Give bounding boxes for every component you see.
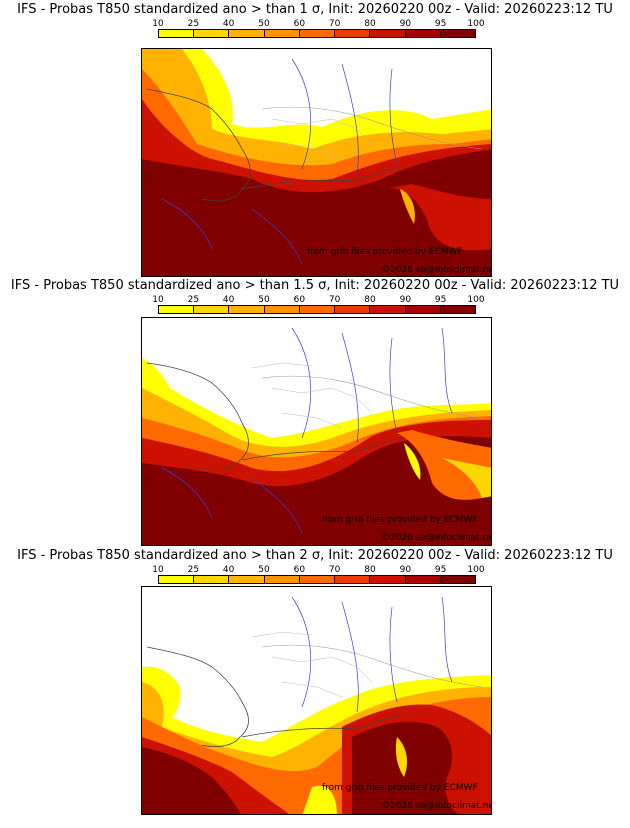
colorbar-swatch: [264, 30, 300, 37]
panel-2: IFS - Probas T850 standardized ano > tha…: [0, 276, 630, 552]
colorbar-tick-label: 40: [222, 295, 235, 305]
colorbar-tick-label: 10: [152, 295, 164, 305]
colorbar-tick-label: 90: [399, 19, 412, 29]
colorbar-swatch: [264, 576, 300, 583]
colorbar-tick-label: 25: [187, 19, 200, 29]
colorbar-swatch: [335, 576, 371, 583]
colorbar-tick-label: 10: [152, 565, 164, 575]
probability-map: from grib files provided by ECMWF ©2026 …: [141, 586, 492, 815]
colorbar: [158, 575, 476, 584]
colorbar-swatch: [299, 30, 336, 37]
colorbar-tick-label: 25: [187, 295, 200, 305]
colorbar-tick-label: 60: [293, 565, 306, 575]
colorbar-tick-label: 70: [328, 19, 341, 29]
colorbar-swatch: [440, 576, 475, 583]
colorbar-tick-label: 60: [293, 19, 306, 29]
colorbar-swatch: [229, 576, 265, 583]
colorbar-swatch: [370, 576, 406, 583]
probability-map: from grib files provided by ECMWF ©2026 …: [141, 317, 492, 546]
colorbar-swatch: [194, 306, 230, 313]
colorbar-tick-label: 95: [434, 19, 447, 29]
colorbar-swatch: [440, 306, 475, 313]
colorbar-swatch: [264, 306, 300, 313]
colorbar-swatch: [194, 30, 230, 37]
colorbar-tick-label: 100: [467, 295, 485, 305]
credit-copyright: ©2026 sb@infoclimat.net: [381, 533, 492, 543]
colorbar-tick-label: 40: [222, 565, 235, 575]
colorbar-tick-label: 60: [293, 295, 306, 305]
credit-copyright: ©2026 sb@infoclimat.net: [381, 265, 492, 275]
colorbar-labels: 10 25 40 50 60 70 80 90 95 100: [152, 565, 484, 575]
colorbar-swatch: [229, 306, 265, 313]
colorbar-tick-label: 90: [399, 565, 412, 575]
credit-source: from grib files provided by ECMWF: [322, 783, 478, 793]
colorbar-tick-label: 80: [364, 295, 376, 305]
colorbar-tick-label: 95: [434, 565, 447, 575]
colorbar-swatch: [299, 306, 336, 313]
colorbar-tick-label: 100: [467, 19, 485, 29]
colorbar: [158, 305, 476, 314]
colorbar-swatch: [159, 306, 195, 313]
panel-1: IFS - Probas T850 standardized ano > tha…: [0, 0, 630, 277]
colorbar-tick-label: 40: [222, 19, 235, 29]
colorbar-tick-label: 50: [258, 19, 270, 29]
colorbar-tick-label: 80: [364, 19, 376, 29]
probability-map: from grib files provided by ECMWF ©2026 …: [141, 48, 492, 277]
colorbar-swatch: [335, 306, 371, 313]
panel-3: IFS - Probas T850 standardized ano > tha…: [0, 546, 630, 822]
panel-title: IFS - Probas T850 standardized ano > tha…: [17, 548, 613, 563]
colorbar-tick-label: 25: [187, 565, 200, 575]
colorbar-swatch: [370, 30, 406, 37]
colorbar-tick-label: 50: [258, 565, 270, 575]
colorbar-swatch: [370, 306, 406, 313]
credit-source: from grib files provided by ECMWF: [307, 247, 463, 257]
colorbar-swatch: [299, 576, 336, 583]
colorbar-swatch: [405, 30, 441, 37]
colorbar-tick-label: 90: [399, 295, 412, 305]
colorbar-swatch: [194, 576, 230, 583]
colorbar-tick-label: 95: [434, 295, 447, 305]
panel-title: IFS - Probas T850 standardized ano > tha…: [17, 2, 613, 17]
colorbar-tick-label: 100: [467, 565, 485, 575]
colorbar-swatch: [159, 30, 195, 37]
colorbar-swatch: [405, 306, 441, 313]
colorbar-labels: 10 25 40 50 60 70 80 90 95 100: [152, 19, 484, 29]
colorbar-tick-label: 80: [364, 565, 376, 575]
colorbar-swatch: [440, 30, 475, 37]
colorbar-swatch: [159, 576, 195, 583]
colorbar-tick-label: 70: [328, 565, 341, 575]
colorbar-labels: 10 25 40 50 60 70 80 90 95 100: [152, 295, 484, 305]
colorbar-tick-label: 70: [328, 295, 341, 305]
colorbar-tick-label: 10: [152, 19, 164, 29]
colorbar-swatch: [229, 30, 265, 37]
colorbar: [158, 29, 476, 38]
colorbar-swatch: [335, 30, 371, 37]
credit-source: from grib files provided by ECMWF: [322, 515, 478, 525]
credit-copyright: ©2026 sb@infoclimat.net: [381, 801, 492, 811]
colorbar-tick-label: 50: [258, 295, 270, 305]
panel-title: IFS - Probas T850 standardized ano > tha…: [10, 278, 620, 293]
colorbar-swatch: [405, 576, 441, 583]
